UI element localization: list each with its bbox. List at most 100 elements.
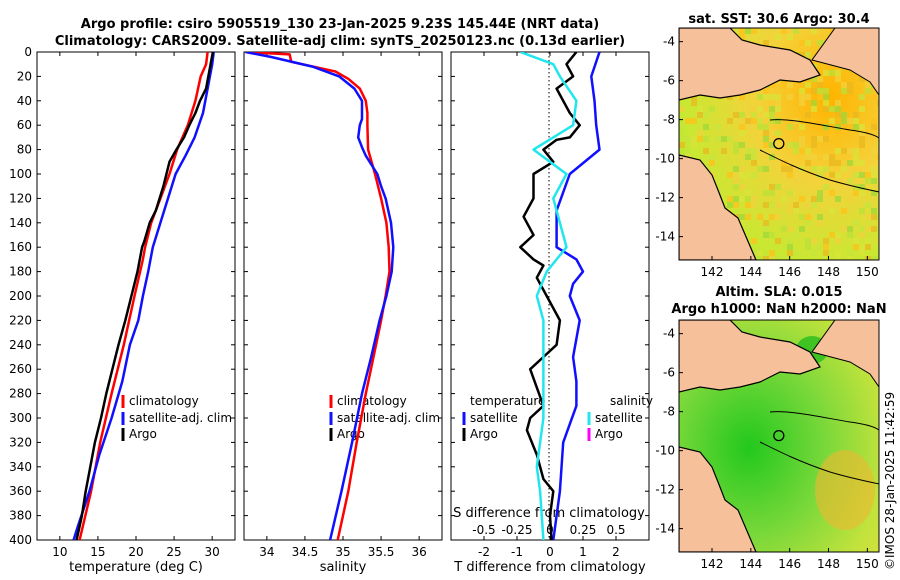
temperature-xtick-label: 15	[90, 545, 105, 559]
sst-pixel	[811, 238, 817, 244]
sst-pixel	[859, 250, 865, 256]
sla-high-anomaly	[815, 450, 875, 530]
depth-tick-label: 160	[9, 240, 32, 254]
sst-map-ytick-label: -10	[655, 152, 675, 166]
sst-pixel	[847, 118, 853, 124]
sst-pixel	[799, 226, 805, 232]
sst-pixel	[811, 142, 817, 148]
sst-pixel	[793, 202, 799, 208]
papua-east-landmass	[811, 28, 879, 96]
sst-pixel	[871, 124, 877, 130]
sst-pixel	[817, 88, 823, 94]
sst-pixel	[871, 94, 877, 100]
sla-map-xtick-label: 148	[817, 557, 840, 571]
sst-map-xtick-label: 144	[739, 265, 762, 279]
difference-series-t-satellite-clim	[552, 52, 601, 540]
sst-pixel	[805, 160, 811, 166]
sst-pixel	[697, 130, 703, 136]
sst-pixel	[757, 250, 763, 256]
sst-pixel	[805, 82, 811, 88]
sst-pixel	[871, 172, 877, 178]
sst-pixel	[793, 178, 799, 184]
sst-pixel	[811, 154, 817, 160]
sst-pixel	[859, 160, 865, 166]
sst-pixel	[763, 256, 769, 260]
sst-pixel	[787, 202, 793, 208]
sst-pixel	[835, 172, 841, 178]
sst-pixel	[865, 82, 871, 88]
sst-pixel	[775, 106, 781, 112]
sst-pixel	[811, 136, 817, 142]
depth-tick-label: 40	[17, 94, 32, 108]
sst-pixel	[763, 112, 769, 118]
sst-pixel	[847, 148, 853, 154]
difference-series-s-satellite-clim	[519, 52, 578, 540]
sst-pixel	[877, 100, 879, 106]
sla-map-xtick-label: 144	[739, 557, 762, 571]
sst-pixel	[853, 238, 859, 244]
sst-pixel	[703, 136, 709, 142]
depth-tick-label: 100	[9, 167, 32, 181]
sst-pixel	[871, 190, 877, 196]
sst-pixel	[787, 166, 793, 172]
sst-pixel	[775, 118, 781, 124]
sst-pixel	[841, 82, 847, 88]
sst-pixel	[745, 124, 751, 130]
sst-pixel	[787, 172, 793, 178]
sst-pixel	[835, 124, 841, 130]
sst-pixel	[841, 130, 847, 136]
sst-pixel	[835, 250, 841, 256]
sst-pixel	[847, 196, 853, 202]
new-guinea-landmass	[679, 28, 821, 101]
sst-pixel	[751, 148, 757, 154]
sst-pixel	[739, 142, 745, 148]
sst-pixel	[775, 34, 781, 40]
sst-map-ytick-label: -14	[655, 230, 675, 244]
sst-pixel	[763, 166, 769, 172]
sst-pixel	[757, 118, 763, 124]
sst-pixel	[805, 52, 811, 58]
sst-pixel	[835, 232, 841, 238]
sst-pixel	[817, 94, 823, 100]
sst-pixel	[733, 112, 739, 118]
sst-map	[679, 28, 879, 260]
sst-pixel	[721, 136, 727, 142]
sst-pixel	[859, 190, 865, 196]
sst-pixel	[865, 256, 871, 260]
sst-pixel	[715, 124, 721, 130]
sst-pixel	[877, 226, 879, 232]
sst-pixel	[757, 124, 763, 130]
sst-pixel	[841, 226, 847, 232]
sst-pixel	[805, 40, 811, 46]
difference-top-tick-label: -0.25	[501, 523, 532, 537]
sst-pixel	[805, 148, 811, 154]
sst-pixel	[739, 34, 745, 40]
sst-pixel	[763, 220, 769, 226]
legend-salinity-title: salinity	[610, 394, 653, 408]
depth-tick-label: 320	[9, 435, 32, 449]
cape-york-landmass	[679, 154, 757, 260]
sla-map-ytick-label: -12	[655, 483, 675, 497]
sst-pixel	[775, 214, 781, 220]
sst-pixel	[823, 94, 829, 100]
sla-map-title-line1: Altim. SLA: 0.015	[716, 285, 843, 300]
sst-pixel	[865, 88, 871, 94]
salinity-xlabel: salinity	[320, 560, 367, 575]
sst-pixel	[841, 112, 847, 118]
sst-pixel	[757, 94, 763, 100]
sst-pixel	[715, 136, 721, 142]
sla-map-ytick-label: -10	[655, 444, 675, 458]
salinity-xtick-label: 34	[259, 545, 274, 559]
sst-pixel	[805, 112, 811, 118]
sst-pixel	[835, 196, 841, 202]
temperature-series-group	[72, 52, 215, 540]
sst-pixel	[733, 148, 739, 154]
sst-pixel	[799, 196, 805, 202]
sst-pixel	[787, 208, 793, 214]
sla-map	[679, 320, 879, 552]
sst-pixel	[691, 136, 697, 142]
sst-pixel	[733, 184, 739, 190]
depth-tick-label: 260	[9, 362, 32, 376]
sst-pixel	[787, 190, 793, 196]
sst-pixel	[739, 112, 745, 118]
